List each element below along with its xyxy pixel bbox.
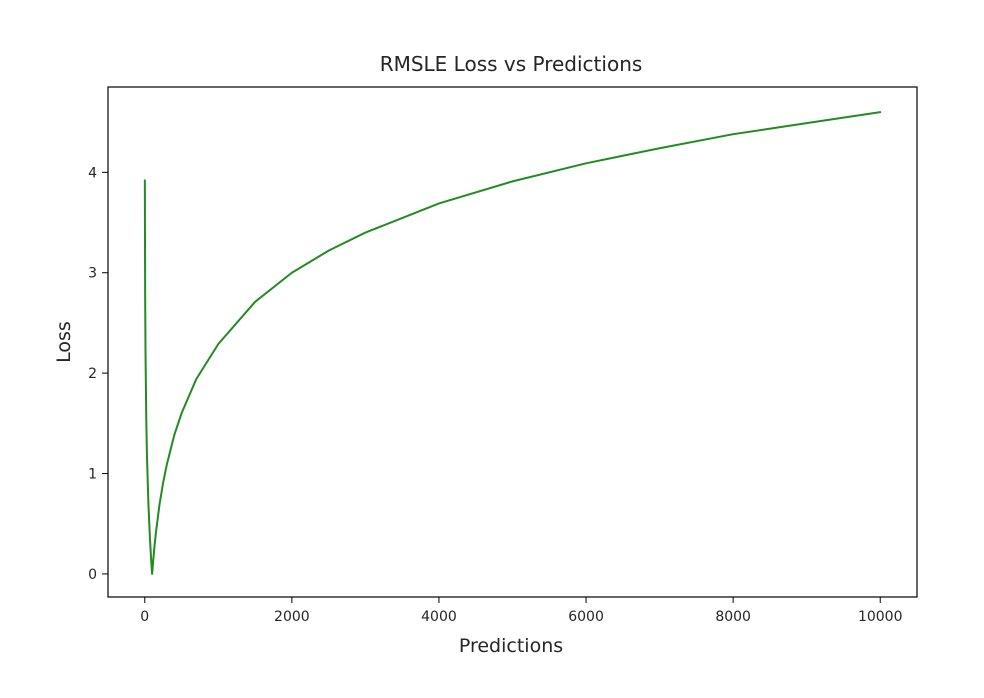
y-axis: 0 1 2 3 4 — [88, 165, 108, 583]
chart-title: RMSLE Loss vs Predictions — [380, 52, 643, 76]
plot-frame — [107, 86, 918, 598]
x-tick-label: 2000 — [274, 609, 310, 625]
y-axis-label: Loss — [53, 321, 75, 363]
series-layer — [143, 111, 882, 575]
y-tick-label: 3 — [88, 266, 97, 282]
x-tick-label: 4000 — [421, 609, 457, 625]
x-tick-label: 8000 — [715, 609, 751, 625]
plot-area: 0 2000 4000 6000 8000 10000 0 1 2 3 4 — [88, 86, 918, 625]
y-tick-label: 1 — [88, 467, 97, 483]
x-tick-label: 6000 — [568, 609, 604, 625]
loss-line — [143, 111, 882, 575]
x-tick-label: 0 — [140, 609, 149, 625]
x-axis: 0 2000 4000 6000 8000 10000 — [140, 597, 903, 625]
y-tick-label: 2 — [88, 366, 97, 382]
x-tick-label: 10000 — [858, 609, 903, 625]
y-tick-label: 0 — [88, 567, 97, 583]
y-tick-label: 4 — [88, 165, 97, 181]
x-axis-label: Predictions — [459, 635, 563, 657]
